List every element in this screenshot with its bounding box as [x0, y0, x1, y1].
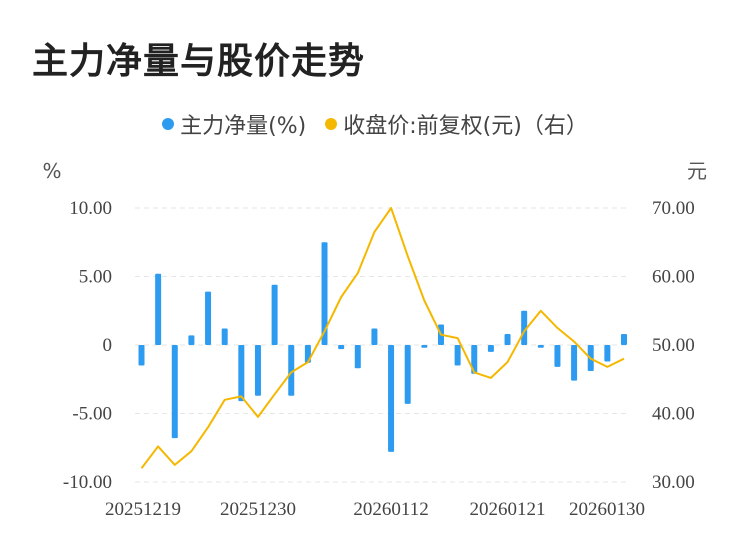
net-flow-bar [238, 345, 245, 402]
x-tick-label: 20260130 [569, 499, 645, 520]
net-flow-bar [205, 291, 212, 345]
left-tick-label: -10.00 [63, 472, 112, 493]
net-flow-bar [155, 273, 162, 345]
net-flow-bars [138, 242, 627, 452]
net-flow-bar [171, 345, 178, 439]
net-flow-bar [321, 242, 328, 345]
right-tick-label: 70.00 [652, 198, 695, 219]
net-flow-bar [487, 345, 494, 352]
net-flow-bar [371, 328, 378, 345]
right-tick-label: 50.00 [652, 335, 695, 356]
net-flow-bar [138, 345, 145, 366]
net-flow-bar [188, 335, 195, 345]
net-flow-bar [621, 334, 627, 345]
legend-label-close-price: 收盘价:前复权(元)（右） [343, 114, 588, 139]
right-axis-unit: 元 [687, 159, 707, 183]
net-flow-bar [521, 310, 528, 345]
left-tick-label: 10.00 [69, 198, 112, 219]
x-tick-label: 20260112 [353, 499, 428, 520]
legend-item-close-price[interactable]: 收盘价:前复权(元)（右） [325, 108, 588, 140]
x-tick-label: 20251219 [105, 499, 181, 520]
right-tick-label: 60.00 [652, 267, 695, 288]
x-tick-label: 20260121 [470, 499, 546, 520]
net-flow-bar [271, 284, 278, 345]
net-flow-bar [421, 345, 428, 348]
right-axis-ticks: 70.00 60.00 50.00 40.00 30.00 [652, 198, 695, 493]
chart-title: 主力净量与股价走势 [32, 41, 366, 82]
left-tick-label: 5.00 [79, 267, 112, 288]
legend-dot-close-price [325, 118, 338, 130]
net-flow-bar [388, 345, 395, 452]
net-flow-bar [454, 345, 461, 366]
x-tick-label: 20251230 [220, 499, 296, 520]
legend-item-net-flow[interactable]: 主力净量(%) [162, 108, 306, 140]
net-flow-bar [338, 345, 345, 350]
legend-dot-net-flow [162, 118, 175, 130]
net-flow-bar [604, 345, 611, 362]
net-flow-bar [404, 345, 411, 404]
right-tick-label: 30.00 [652, 472, 695, 493]
right-tick-label: 40.00 [652, 404, 695, 425]
left-axis-unit: % [42, 159, 61, 183]
net-flow-bar [571, 345, 578, 381]
net-flow-bar [288, 345, 295, 396]
net-flow-bar [537, 345, 544, 348]
legend-label-net-flow: 主力净量(%) [180, 114, 307, 139]
left-axis-ticks: 10.00 5.00 0 -5.00 -10.00 [63, 198, 112, 493]
close-price-polyline [140, 207, 625, 469]
net-flow-bar [254, 345, 261, 396]
left-tick-label: 0 [103, 335, 113, 356]
net-flow-bar [221, 328, 228, 345]
net-flow-bar [354, 345, 361, 369]
legend: 主力净量(%) 收盘价:前复权(元)（右） [0, 108, 750, 140]
net-flow-bar [554, 345, 561, 367]
close-price-line [140, 207, 625, 469]
left-tick-label: -5.00 [72, 404, 112, 425]
x-axis-ticks: 20251219 20251230 20260112 20260121 20260130 [105, 499, 645, 520]
net-flow-bar [504, 334, 511, 345]
net-flow-bar [471, 345, 478, 374]
